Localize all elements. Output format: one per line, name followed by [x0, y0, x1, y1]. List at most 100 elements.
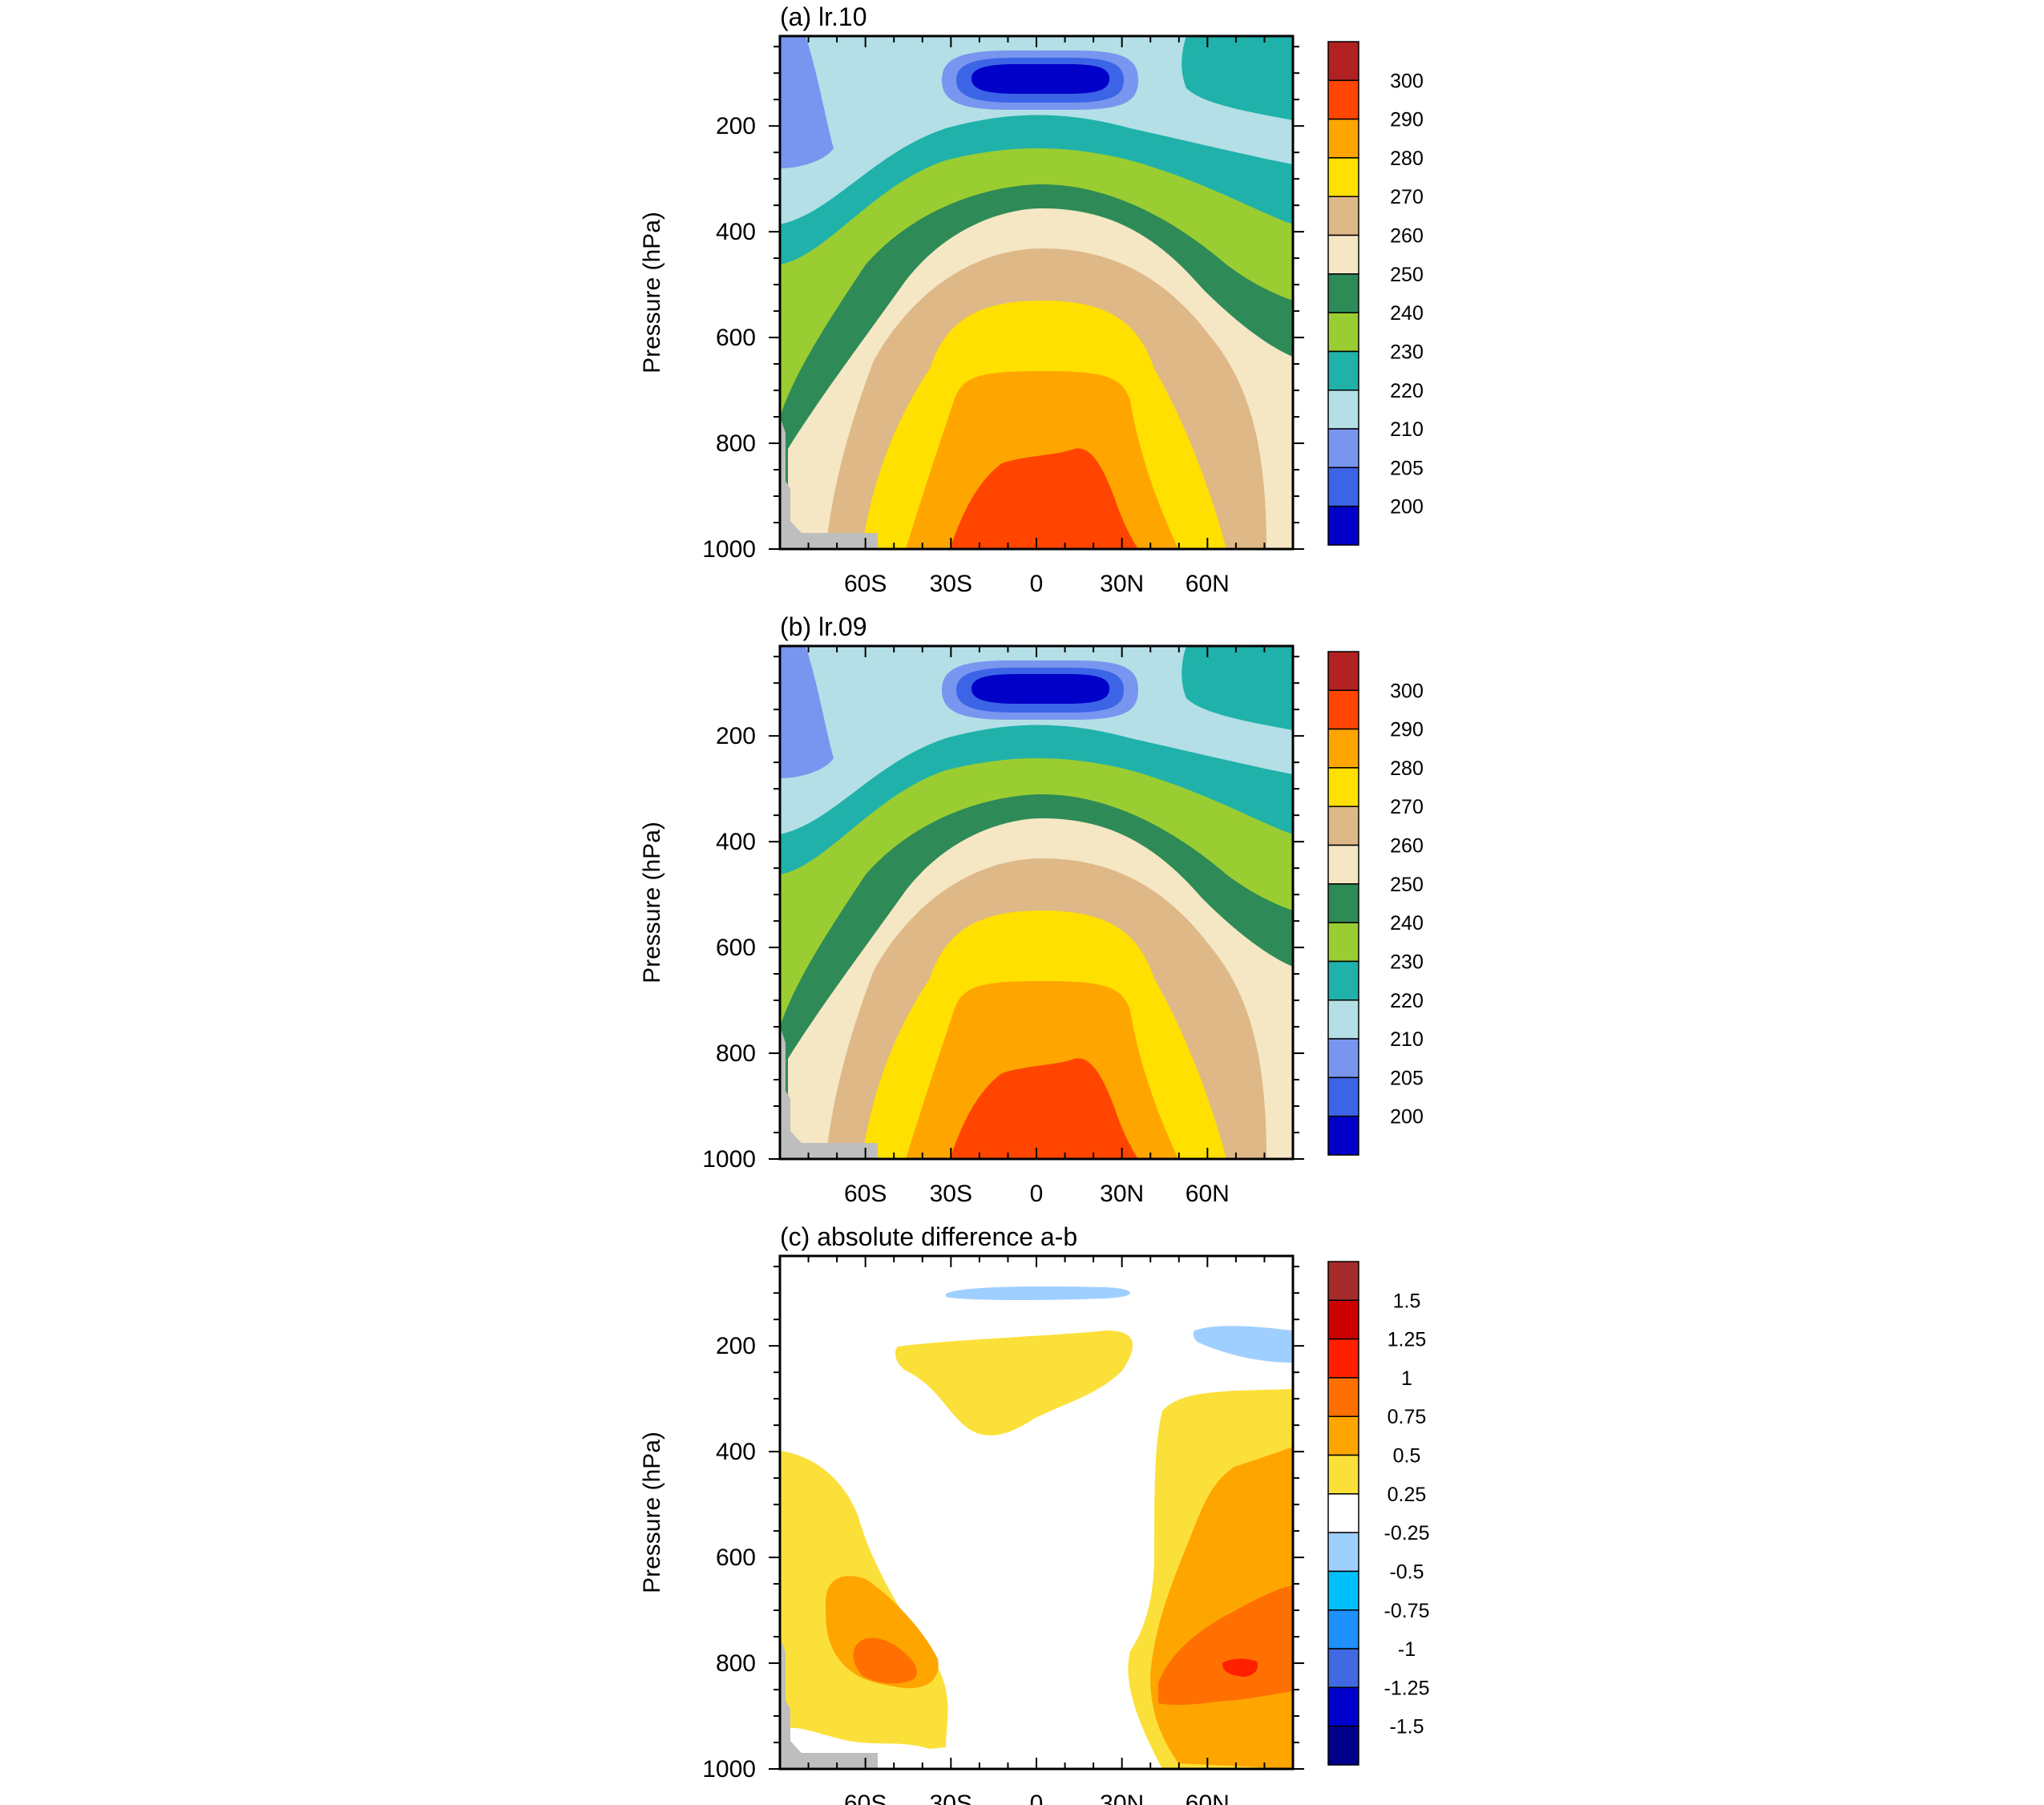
colorbar-label: -0.5 — [1389, 1561, 1424, 1583]
band-below-200 — [972, 64, 1109, 94]
colorbar-box — [1327, 1609, 1359, 1650]
colorbar-box — [1327, 466, 1359, 507]
y-tick-label: 800 — [716, 1650, 756, 1677]
y-tick-label: 200 — [716, 113, 756, 139]
band-290-300 — [950, 1058, 1138, 1159]
y-tick-label: 600 — [716, 935, 756, 961]
colorbar-label: 250 — [1390, 874, 1424, 896]
colorbar-box — [1327, 273, 1359, 313]
y-tick-label: 400 — [716, 829, 756, 855]
colorbar-label: 1.25 — [1388, 1329, 1427, 1351]
colorbar-label: 290 — [1390, 109, 1424, 131]
diff-max-north — [1222, 1658, 1258, 1677]
x-tick-label: 30S — [930, 571, 972, 597]
colorbar-box — [1327, 505, 1359, 546]
colorbar-box — [1327, 350, 1359, 391]
x-tick-label: 30N — [1100, 1181, 1144, 1207]
panel-c-axes: 60S 30S 0 30N 60N 200 400 600 800 1000 — [702, 1256, 1304, 1805]
x-tick-label: 30N — [1100, 1791, 1144, 1805]
colorbar-box — [1327, 1299, 1359, 1340]
colorbar-label: 290 — [1390, 719, 1424, 741]
panel-c-ylabel: Pressure (hPa) — [639, 1431, 665, 1593]
colorbar-label: 200 — [1390, 496, 1424, 519]
band-290-300 — [950, 448, 1138, 549]
panel-a-title: (a) lr.10 — [780, 2, 866, 31]
panel-c: (c) absolute difference a-b Pressure (hP… — [639, 1222, 1429, 1805]
diff-neg-upper-right — [1193, 1326, 1293, 1363]
y-tick-label: 800 — [716, 430, 756, 457]
colorbar-box — [1327, 1415, 1359, 1456]
colorbar-label: 220 — [1390, 380, 1424, 402]
colorbar-label: -1.5 — [1389, 1716, 1424, 1738]
colorbar-label: 240 — [1390, 912, 1424, 935]
colorbar-box — [1327, 883, 1359, 923]
x-tick-label: 0 — [1030, 1181, 1044, 1207]
y-tick-label: 1000 — [702, 1146, 756, 1173]
panel-a: (a) lr.10 Pressure (hPa) 60S 30S 0 30N 60N 20… — [639, 2, 1424, 597]
colorbar-label: 0.25 — [1388, 1484, 1427, 1506]
band-below-200 — [972, 674, 1109, 704]
band-205-210-south — [780, 646, 834, 778]
colorbar-label: 270 — [1390, 796, 1424, 818]
panel-c-title: (c) absolute difference a-b — [780, 1222, 1077, 1251]
colorbar-label: -0.75 — [1384, 1600, 1430, 1622]
colorbar-box — [1327, 1532, 1359, 1573]
colorbar-label: 270 — [1390, 186, 1424, 208]
x-tick-label: 60N — [1186, 571, 1230, 597]
colorbar-box — [1327, 157, 1359, 197]
panel-a-contours — [780, 36, 1293, 549]
colorbar-box — [1327, 390, 1359, 430]
panel-b-contours — [780, 646, 1293, 1159]
colorbar-box — [1327, 1038, 1359, 1079]
colorbar-label: 230 — [1390, 341, 1424, 363]
colorbar-label: 230 — [1390, 951, 1424, 973]
panel-a-axes: 60S 30S 0 30N 60N 200 400 600 800 1000 — [702, 36, 1304, 597]
x-tick-label: 30N — [1100, 571, 1144, 597]
panel-b-title: (b) lr.09 — [780, 612, 866, 641]
band-220-230-corner — [1182, 36, 1293, 120]
colorbar-label: 205 — [1390, 457, 1424, 479]
colorbar-box — [1327, 1454, 1359, 1495]
colorbar-box — [1327, 651, 1359, 692]
y-tick-label: 600 — [716, 1545, 756, 1571]
colorbar-box — [1327, 1377, 1359, 1417]
colorbar-label: -1 — [1398, 1638, 1416, 1661]
colorbar-box — [1327, 1570, 1359, 1611]
colorbar-box — [1327, 1338, 1359, 1379]
y-tick-label: 1000 — [702, 536, 756, 563]
x-tick-label: 60N — [1186, 1791, 1230, 1805]
colorbar-label: -1.25 — [1384, 1677, 1430, 1699]
colorbar-label: 210 — [1390, 1028, 1424, 1051]
x-tick-label: 0 — [1030, 1791, 1044, 1805]
colorbar-label: 210 — [1390, 418, 1424, 441]
y-tick-label: 800 — [716, 1040, 756, 1067]
colorbar-box — [1327, 1725, 1359, 1766]
panel-b-ylabel: Pressure (hPa) — [639, 822, 665, 983]
colorbar-box — [1327, 1493, 1359, 1533]
colorbar-label: 250 — [1390, 264, 1424, 286]
panel-b-colorbar: 300 290 280 270 260 250 240 230 220 210 205 200 — [1327, 651, 1424, 1156]
colorbar-box — [1327, 960, 1359, 1001]
colorbar-box — [1327, 234, 1359, 275]
colorbar-label: 300 — [1390, 680, 1424, 702]
colorbar-label: 280 — [1390, 147, 1424, 170]
land-mask — [780, 1027, 878, 1159]
colorbar-box — [1327, 1261, 1359, 1302]
colorbar-box — [1327, 79, 1359, 120]
colorbar-box — [1327, 1076, 1359, 1117]
colorbar-box — [1327, 999, 1359, 1040]
y-tick-label: 400 — [716, 1439, 756, 1465]
y-tick-label: 200 — [716, 723, 756, 749]
colorbar-label: 0.75 — [1388, 1406, 1427, 1428]
y-tick-label: 600 — [716, 325, 756, 351]
colorbar-label: 260 — [1390, 225, 1424, 248]
x-tick-label: 30S — [930, 1181, 972, 1207]
colorbar-box — [1327, 1686, 1359, 1727]
band-220-230-corner — [1182, 646, 1293, 730]
y-tick-label: 400 — [716, 219, 756, 245]
colorbar-label: 260 — [1390, 835, 1424, 858]
diff-pos-upper-center — [895, 1331, 1133, 1436]
colorbar-box — [1327, 312, 1359, 353]
colorbar-label: 1.5 — [1393, 1290, 1421, 1312]
colorbar-label: 280 — [1390, 757, 1424, 780]
